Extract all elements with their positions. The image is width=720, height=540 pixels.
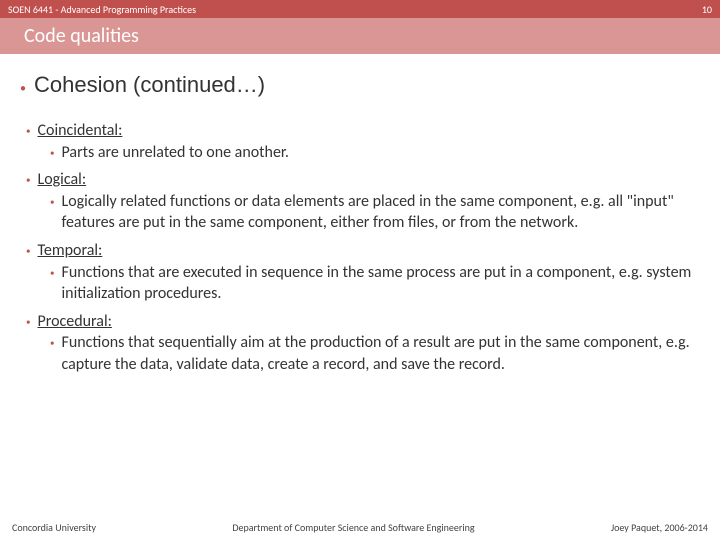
bullet-icon: • — [26, 126, 30, 138]
item-description: Logically related functions or data elem… — [61, 191, 692, 234]
footer-center: Department of Computer Science and Softw… — [232, 521, 474, 534]
item-label: Procedural: — [37, 311, 111, 333]
slide-content: • Cohesion (continued…) • Coincidental: • P… — [0, 54, 720, 376]
bullet-icon: • — [26, 175, 30, 187]
bullet-icon: • — [50, 197, 54, 209]
bullet-icon: • — [26, 246, 30, 258]
item-label: Logical: — [37, 169, 86, 191]
item-desc-row: • Functions that are executed in sequence… — [50, 262, 692, 305]
footer-left: Concordia University — [12, 521, 96, 534]
heading-row: • Cohesion (continued…) — [20, 72, 692, 98]
item-label-row: • Coincidental: — [26, 120, 692, 142]
footer: Concordia University Department of Compu… — [0, 521, 720, 534]
page-number: 10 — [702, 3, 712, 16]
item-label: Temporal: — [37, 240, 102, 262]
course-code: SOEN 6441 - Advanced Programming Practic… — [8, 3, 196, 16]
cohesion-item: • Procedural: • Functions that sequentially… — [18, 311, 692, 376]
item-label-row: • Temporal: — [26, 240, 692, 262]
bullet-icon: • — [20, 83, 26, 95]
item-description: Functions that are executed in sequence … — [61, 262, 692, 305]
cohesion-item: • Temporal: • Functions that are executed i… — [18, 240, 692, 305]
item-description: Functions that sequentially aim at the p… — [61, 332, 692, 375]
item-desc-row: • Logically related functions or data ele… — [50, 191, 692, 234]
footer-right: Joey Paquet, 2006-2014 — [611, 521, 708, 534]
item-desc-row: • Functions that sequentially aim at the … — [50, 332, 692, 375]
item-label-row: • Procedural: — [26, 311, 692, 333]
title-bar: Code qualities — [0, 18, 720, 54]
top-bar: SOEN 6441 - Advanced Programming Practic… — [0, 0, 720, 18]
bullet-icon: • — [26, 317, 30, 329]
slide-title: Code qualities — [24, 24, 139, 48]
bullet-icon: • — [50, 338, 54, 350]
bullet-icon: • — [50, 148, 54, 160]
item-list: • Coincidental: • Parts are unrelated to on… — [18, 120, 692, 376]
section-heading: Cohesion (continued…) — [34, 72, 265, 98]
item-desc-row: • Parts are unrelated to one another. — [50, 142, 692, 164]
item-description: Parts are unrelated to one another. — [61, 142, 288, 164]
item-label: Coincidental: — [37, 120, 122, 142]
cohesion-item: • Coincidental: • Parts are unrelated to on… — [18, 120, 692, 163]
bullet-icon: • — [50, 268, 54, 280]
cohesion-item: • Logical: • Logically related functions or… — [18, 169, 692, 234]
item-label-row: • Logical: — [26, 169, 692, 191]
